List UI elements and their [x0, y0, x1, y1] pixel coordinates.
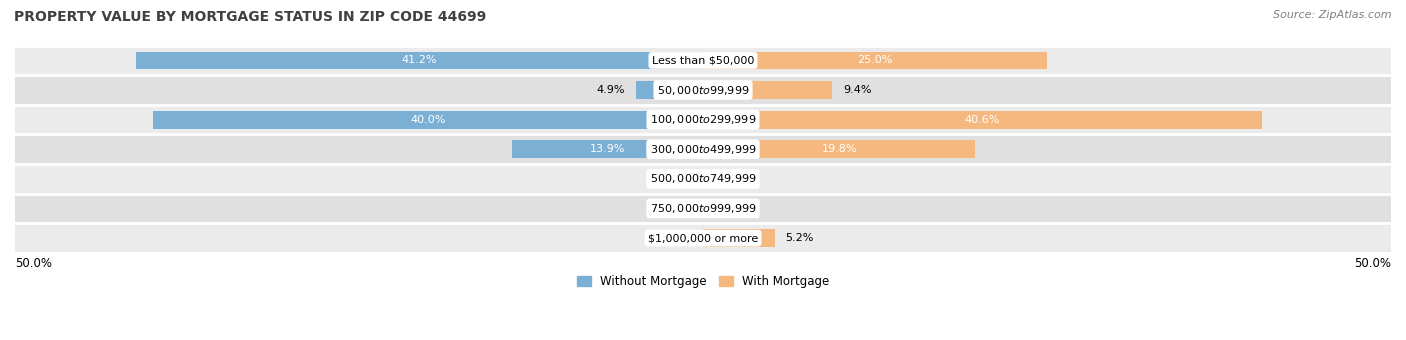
Bar	[703, 81, 832, 99]
Bar	[703, 229, 775, 247]
Bar	[703, 111, 1261, 129]
Text: $750,000 to $999,999: $750,000 to $999,999	[650, 202, 756, 215]
Bar	[15, 223, 1391, 253]
Text: $100,000 to $299,999: $100,000 to $299,999	[650, 113, 756, 126]
Text: 0.0%: 0.0%	[717, 174, 745, 184]
Bar	[153, 111, 703, 129]
Text: 5.2%: 5.2%	[786, 233, 814, 243]
Text: 13.9%: 13.9%	[589, 144, 626, 154]
Bar	[636, 81, 703, 99]
Text: 9.4%: 9.4%	[844, 85, 872, 95]
Text: 0.0%: 0.0%	[661, 174, 689, 184]
Text: $50,000 to $99,999: $50,000 to $99,999	[657, 84, 749, 97]
Legend: Without Mortgage, With Mortgage: Without Mortgage, With Mortgage	[572, 270, 834, 293]
Text: 25.0%: 25.0%	[858, 55, 893, 65]
Text: $300,000 to $499,999: $300,000 to $499,999	[650, 143, 756, 156]
Bar	[15, 164, 1391, 194]
Text: 0.0%: 0.0%	[661, 203, 689, 214]
Bar	[512, 140, 703, 158]
Text: 19.8%: 19.8%	[821, 144, 858, 154]
Bar	[703, 140, 976, 158]
Text: PROPERTY VALUE BY MORTGAGE STATUS IN ZIP CODE 44699: PROPERTY VALUE BY MORTGAGE STATUS IN ZIP…	[14, 10, 486, 24]
Text: $1,000,000 or more: $1,000,000 or more	[648, 233, 758, 243]
Text: 0.0%: 0.0%	[717, 203, 745, 214]
Text: 41.2%: 41.2%	[402, 55, 437, 65]
Text: 50.0%: 50.0%	[15, 257, 52, 270]
Bar	[15, 75, 1391, 105]
Bar	[15, 134, 1391, 164]
Text: Source: ZipAtlas.com: Source: ZipAtlas.com	[1274, 10, 1392, 20]
Text: 40.0%: 40.0%	[411, 115, 446, 125]
Text: $500,000 to $749,999: $500,000 to $749,999	[650, 172, 756, 185]
Bar	[136, 52, 703, 69]
Text: 50.0%: 50.0%	[1354, 257, 1391, 270]
Text: 40.6%: 40.6%	[965, 115, 1000, 125]
Bar	[703, 52, 1047, 69]
Text: 4.9%: 4.9%	[596, 85, 624, 95]
Bar	[15, 194, 1391, 223]
Bar	[15, 46, 1391, 75]
Text: 0.0%: 0.0%	[661, 233, 689, 243]
Text: Less than $50,000: Less than $50,000	[652, 55, 754, 65]
Bar	[15, 105, 1391, 134]
